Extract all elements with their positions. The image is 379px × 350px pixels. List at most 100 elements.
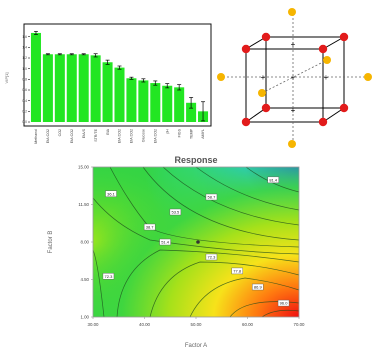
contour-line [109, 166, 300, 248]
contour-label: 53.5 [172, 210, 181, 215]
bar [90, 55, 101, 123]
corner-point [318, 117, 328, 127]
bar-y-axis-label: VIP[1] [4, 73, 9, 84]
bar-category-label: EtA:CO2 [118, 129, 122, 143]
bar [138, 80, 149, 122]
contour-label: 81.4 [269, 177, 278, 182]
bar-y-tick-label: 0.0 [22, 120, 27, 124]
bar-category-label: STR/TE [94, 128, 98, 141]
corner-point [339, 103, 349, 113]
contour-y-tick-label: 1.00 [80, 315, 89, 320]
contour-label: 77.8 [233, 269, 242, 274]
bar-category-label: FIGS [177, 128, 181, 137]
contour-x-tick-label: 40.00 [139, 322, 151, 327]
contour-surface-hot [93, 167, 299, 317]
contour-label: 72.3 [105, 274, 114, 279]
bar [186, 102, 197, 122]
corner-point [241, 117, 251, 127]
axial-point [258, 89, 266, 97]
bar-category-label: CO2 [58, 129, 62, 136]
contour-line [92, 249, 105, 318]
bar [30, 32, 41, 122]
contour-line [116, 249, 300, 318]
bar [54, 54, 65, 123]
axial-point [323, 56, 331, 64]
bar-y-tick-label: 0.6 [22, 88, 27, 92]
bar [78, 54, 89, 123]
contour-label-box [231, 267, 243, 275]
contour-x-tick-label: 60.00 [242, 322, 254, 327]
design-center-point [196, 240, 200, 244]
axial-point [288, 140, 296, 148]
bar-category-label: EtA:CO2 [46, 129, 50, 143]
contour-label: 51.4 [161, 240, 170, 245]
bar-y-tick-label: 1.2 [22, 56, 27, 60]
bar [126, 78, 137, 122]
contour-x-tick-label: 70.00 [294, 322, 306, 327]
corner-point [318, 44, 328, 54]
contour-label-box [277, 299, 290, 307]
corner-point [261, 32, 271, 42]
bar-chart: VIP[1] 0.0 0.2 0.4 0.6 0.8 1.0 1.2 1.4 1.6 Metha… [4, 23, 212, 144]
bar [102, 62, 113, 122]
contour-line [149, 261, 300, 318]
corner-point [339, 32, 349, 42]
bar-y-tick-label: 1.6 [22, 35, 27, 39]
cube-edge [322, 107, 345, 123]
response-contour-plot: 81.4 58.7 36.1 53.5 38.7 51.4 72.3 72.3 77.8 86.9… [48, 155, 305, 349]
contour-x-tick-label: 30.00 [88, 322, 100, 327]
contour-y-tick-label: 15.00 [78, 165, 90, 170]
contour-label-box [205, 253, 218, 261]
contour-line [162, 166, 300, 226]
contour-label: 72.3 [208, 255, 217, 260]
axial-point [288, 8, 296, 16]
bar-category-label: EtA:CO2 [130, 129, 134, 143]
contour-label-box [143, 223, 156, 231]
contour-label-box [102, 273, 115, 280]
bar-category-label: Methanol [34, 129, 38, 144]
plus-marker: + [291, 106, 296, 115]
bar-y-tick-label: 1.4 [22, 46, 27, 50]
contour-y-tick-label: 11.50 [78, 202, 89, 207]
contour-line [142, 166, 300, 241]
plus-marker: + [261, 73, 266, 82]
contour-label: 38.7 [146, 225, 155, 230]
bar [42, 54, 53, 123]
contour-label: 36.1 [107, 191, 116, 196]
contour-label-box [252, 283, 264, 291]
bar-category-label: EtA [106, 128, 110, 134]
axial-point [217, 73, 225, 81]
contour-label: 86.9 [254, 285, 263, 290]
contour-label: 96.0 [280, 301, 289, 306]
axis-line [261, 59, 328, 94]
contour-line [261, 309, 300, 318]
contour-y-tick-label: 4.50 [80, 277, 89, 282]
contour-label-box [267, 176, 279, 184]
plus-marker: + [291, 75, 295, 82]
bar-category-label: EtA:CO2 [70, 129, 74, 143]
corner-point [241, 44, 251, 54]
contour-y-axis-label: Factor B [48, 231, 54, 254]
bar-category-label: EtA/S [82, 128, 86, 138]
bar-category-label: TEMP [189, 128, 193, 139]
bar [162, 85, 173, 122]
plus-marker: + [324, 73, 329, 82]
axial-point [364, 73, 372, 81]
bar-category-label: Glucose [142, 129, 146, 142]
contour-x-axis-label: Factor A [185, 343, 207, 349]
contour-x-tick-label: 50.00 [191, 322, 203, 327]
bar-y-tick-label: 0.4 [22, 99, 27, 103]
bar [174, 87, 185, 122]
plus-marker: + [291, 40, 296, 49]
bar-y-tick-label: 1.0 [22, 67, 27, 71]
contour-line [229, 301, 300, 318]
contour-label: 58.7 [208, 195, 217, 200]
bar-y-tick-label: 0.8 [22, 78, 27, 82]
contour-label-box [159, 238, 171, 246]
bar-category-label: EtA:CO2 [154, 129, 158, 143]
contour-title: Response [174, 155, 217, 165]
contour-label-box [105, 190, 117, 197]
bar-category-label: AMYL [201, 129, 205, 139]
corner-point [261, 103, 271, 113]
